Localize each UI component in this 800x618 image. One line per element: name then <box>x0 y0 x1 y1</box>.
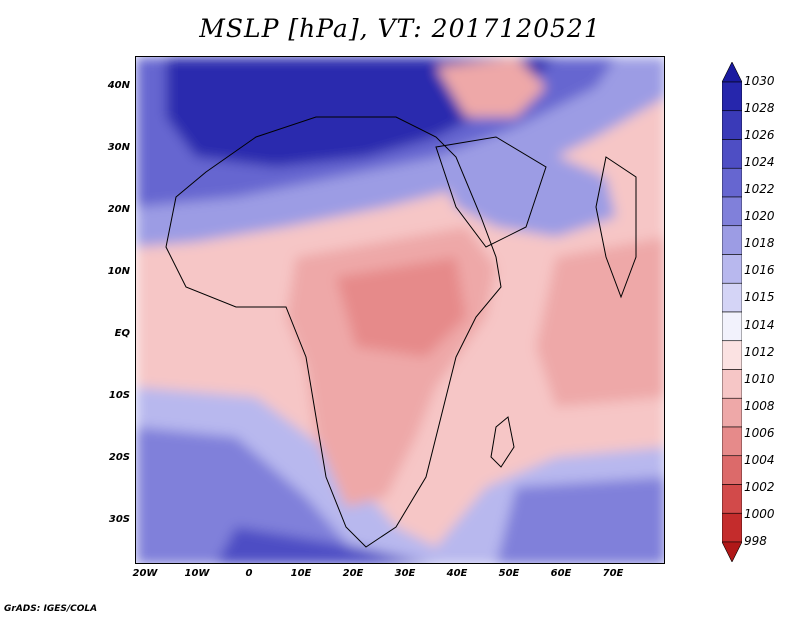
arabia-outline <box>435 136 547 248</box>
x-tick-label: 10E <box>290 568 312 579</box>
colorbar-swatch <box>722 254 742 284</box>
x-tick-label: 10W <box>184 568 210 579</box>
colorbar-swatch <box>722 139 742 169</box>
colorbar-swatch <box>722 397 742 428</box>
y-tick-label: 10N <box>107 266 130 277</box>
colorbar-swatch <box>722 282 742 313</box>
colorbar-label: 1028 <box>744 101 775 116</box>
colorbar-label: 1008 <box>744 398 775 413</box>
colorbar-swatch <box>722 455 742 485</box>
x-tick-label: 0 <box>245 568 253 579</box>
colorbar-swatch <box>722 225 742 255</box>
colorbar-label: 1018 <box>744 236 775 251</box>
x-tick-label: 20E <box>342 568 364 579</box>
central-african-low-core <box>336 257 466 357</box>
x-tick-label: 50E <box>498 568 520 579</box>
y-tick-label: 10S <box>108 390 130 401</box>
y-tick-label: 20S <box>108 452 130 463</box>
colorbar-label: 1010 <box>744 371 775 386</box>
southern-high-mid <box>136 427 365 563</box>
y-tick-label: 20N <box>107 204 130 215</box>
colorbar-swatch <box>722 196 742 227</box>
x-tick-label: 20W <box>132 568 158 579</box>
y-tick-label: 40N <box>107 80 130 91</box>
x-tick-label: 70E <box>602 568 624 579</box>
colorbar <box>722 62 742 562</box>
colorbar-swatch <box>722 340 742 370</box>
colorbar-swatch <box>722 541 742 562</box>
colorbar-swatch <box>722 484 742 514</box>
colorbar-label: 1000 <box>744 506 775 521</box>
colorbar-label: 1015 <box>744 290 775 305</box>
colorbar-label: 1012 <box>744 344 775 359</box>
southern-high-east <box>496 477 664 563</box>
credit-text: GrADS: IGES/COLA <box>4 604 98 614</box>
colorbar-label: 1002 <box>744 479 775 494</box>
colorbar-label: 1020 <box>744 209 775 224</box>
colorbar-swatch <box>722 426 742 457</box>
coastlines <box>165 116 637 548</box>
colorbar-swatch <box>722 81 742 112</box>
y-tick-label: 30S <box>108 514 130 525</box>
x-tick-label: 60E <box>550 568 572 579</box>
colorbar-swatch <box>722 311 742 342</box>
colorbar-label: 1014 <box>744 317 775 332</box>
colorbar-label: 1022 <box>744 182 775 197</box>
arabian-high <box>436 147 616 237</box>
colorbar-label: 1024 <box>744 155 775 170</box>
colorbar-label: 1026 <box>744 128 775 143</box>
indian-ocean-low <box>536 237 664 407</box>
y-tick-label: 30N <box>107 142 130 153</box>
southern-high-core <box>217 527 428 563</box>
x-tick-label: 40E <box>446 568 468 579</box>
colorbar-label: 998 <box>744 534 767 548</box>
colorbar-label: 1016 <box>744 263 775 278</box>
india-outline <box>595 156 637 299</box>
colorbar-label: 1004 <box>744 452 775 467</box>
pressure-field-map <box>136 57 664 563</box>
levant-low <box>436 57 546 117</box>
colorbar-swatch <box>722 369 742 399</box>
africa-coastline <box>165 116 502 548</box>
colorbar-swatch <box>722 167 742 198</box>
chart-title: MSLP [hPa], VT: 2017120521 <box>199 14 601 43</box>
colorbar-swatch <box>722 110 742 140</box>
y-tick-label: EQ <box>114 328 130 339</box>
x-tick-label: 30E <box>394 568 416 579</box>
colorbar-swatch <box>722 62 742 83</box>
map-panel <box>135 56 665 564</box>
colorbar-label: 1006 <box>744 425 775 440</box>
colorbar-swatch <box>722 512 742 543</box>
madagascar-outline <box>490 416 515 468</box>
colorbar-label: 1030 <box>744 74 775 88</box>
